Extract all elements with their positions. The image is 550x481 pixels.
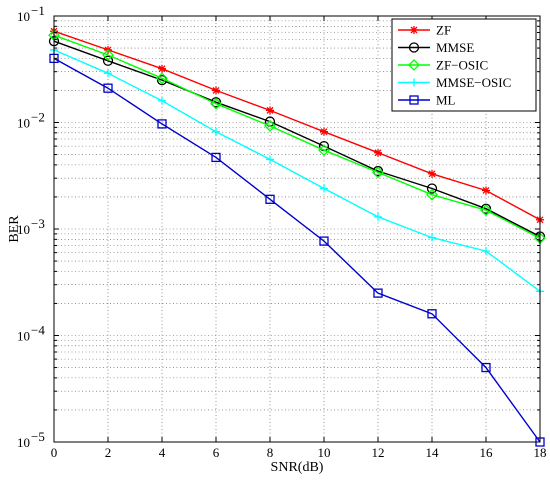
legend: ZF MMSE ZF−OSIC MMSE−OSIC ML bbox=[391, 18, 537, 112]
axis-ticks bbox=[53, 16, 541, 443]
plus-marker bbox=[410, 78, 418, 87]
plus-marker bbox=[374, 212, 382, 221]
legend-label: ZF bbox=[436, 23, 451, 38]
y-tick-label: 10 bbox=[17, 222, 30, 237]
y-tick-label: 10 bbox=[17, 116, 30, 131]
x-tick-label: 2 bbox=[105, 445, 112, 460]
y-tick-exponent: −1 bbox=[31, 3, 45, 18]
y-axis-label: BER bbox=[7, 215, 22, 243]
y-tick-label: 10 bbox=[17, 435, 30, 450]
series-line bbox=[53, 57, 541, 443]
plus-marker bbox=[158, 96, 166, 105]
diamond-marker bbox=[426, 188, 438, 201]
legend-label: MMSE bbox=[436, 40, 474, 55]
legend-item: MMSE−OSIC bbox=[398, 75, 511, 90]
square-marker bbox=[481, 362, 491, 373]
series-line bbox=[53, 30, 541, 221]
x-tick-label: 8 bbox=[267, 445, 274, 460]
x-tick-label: 12 bbox=[372, 445, 385, 460]
square-marker bbox=[373, 288, 383, 298]
series-zf-osic bbox=[48, 29, 546, 245]
series-line bbox=[53, 49, 541, 292]
grid bbox=[54, 16, 540, 442]
y-tick-label: 10 bbox=[17, 329, 30, 344]
legend-label: ML bbox=[436, 93, 456, 108]
diamond-marker bbox=[264, 119, 276, 132]
plus-marker bbox=[212, 127, 220, 136]
series-ml bbox=[49, 53, 545, 447]
y-tick-exponent: −3 bbox=[31, 216, 45, 231]
plus-marker bbox=[482, 247, 490, 256]
star-marker bbox=[212, 86, 220, 95]
series-line bbox=[53, 34, 541, 239]
x-tick-label: 18 bbox=[534, 445, 547, 460]
star-marker bbox=[320, 127, 328, 136]
x-tick-label: 14 bbox=[426, 445, 440, 460]
diamond-marker bbox=[480, 204, 492, 217]
square-marker bbox=[265, 194, 275, 204]
star-marker bbox=[428, 169, 436, 178]
circle-marker bbox=[408, 42, 420, 53]
x-tick-label: 4 bbox=[159, 445, 166, 460]
series-line bbox=[53, 40, 541, 238]
diamond-marker bbox=[102, 49, 114, 61]
diamond-marker bbox=[408, 59, 420, 71]
x-tick-label: 16 bbox=[480, 445, 494, 460]
square-marker bbox=[157, 119, 167, 129]
star-marker bbox=[158, 64, 166, 73]
circle-marker bbox=[102, 55, 114, 66]
square-marker bbox=[211, 152, 221, 163]
y-tick-exponent: −4 bbox=[31, 323, 45, 338]
plus-marker bbox=[266, 155, 274, 164]
y-tick-exponent: −2 bbox=[31, 110, 45, 125]
square-marker bbox=[409, 95, 419, 105]
y-tick-exponent: −5 bbox=[31, 429, 45, 444]
x-tick-label: 6 bbox=[213, 445, 220, 460]
legend-item: ML bbox=[398, 93, 456, 108]
plus-marker bbox=[320, 184, 328, 193]
x-tick-label: 0 bbox=[51, 445, 58, 460]
legend-label: MMSE−OSIC bbox=[436, 75, 511, 90]
diamond-marker bbox=[372, 166, 384, 179]
diamond-marker bbox=[210, 97, 222, 110]
plus-marker bbox=[428, 233, 436, 242]
legend-item: ZF bbox=[398, 23, 451, 38]
star-marker bbox=[266, 106, 274, 115]
square-marker bbox=[103, 83, 113, 93]
square-marker bbox=[319, 236, 329, 246]
star-marker bbox=[482, 186, 490, 195]
legend-item: MMSE bbox=[398, 40, 474, 55]
plus-marker bbox=[104, 69, 112, 78]
legend-item: ZF−OSIC bbox=[398, 58, 488, 73]
star-marker bbox=[374, 148, 382, 157]
x-axis-label: SNR(dB) bbox=[271, 460, 324, 475]
legend-label: ZF−OSIC bbox=[436, 58, 488, 73]
circle-marker bbox=[426, 183, 438, 194]
star-marker bbox=[410, 26, 418, 34]
diamond-marker bbox=[156, 72, 168, 85]
y-tick-label: 10 bbox=[17, 9, 30, 24]
square-marker bbox=[427, 309, 437, 319]
diamond-marker bbox=[318, 144, 330, 157]
x-tick-label: 10 bbox=[318, 445, 331, 460]
